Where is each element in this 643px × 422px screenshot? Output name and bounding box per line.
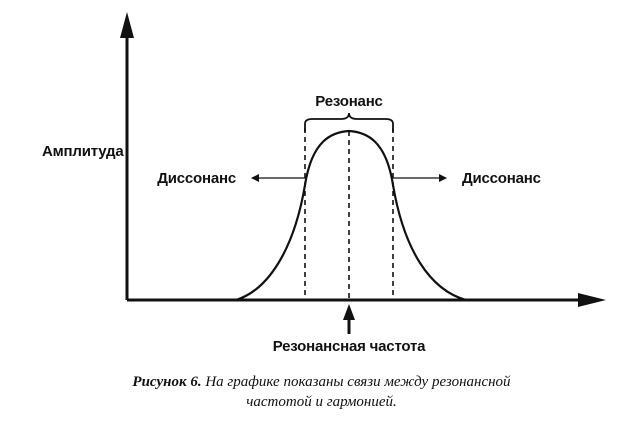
dissonance-left-label: Диссонанс xyxy=(157,170,236,187)
caption-text-line-2: частотой и гармонией. xyxy=(246,394,397,410)
x-axis-arrowhead xyxy=(578,293,606,307)
figure-caption: Рисунок 6. На графике показаны связи меж… xyxy=(0,372,643,412)
caption-text-line-1: На графике показаны связи между резонанс… xyxy=(205,374,511,390)
resonant-frequency-arrowhead xyxy=(343,304,355,320)
resonance-brace xyxy=(304,112,394,132)
y-axis-label: Амплитуда xyxy=(42,143,124,160)
resonant-frequency-label: Резонансная частота xyxy=(273,338,426,355)
dissonance-right-label: Диссонанс xyxy=(462,170,541,187)
resonance-label: Резонанс xyxy=(315,93,382,110)
caption-line-1: Рисунок 6. На графике показаны связи меж… xyxy=(0,372,643,392)
y-axis-arrowhead xyxy=(120,12,134,38)
resonance-curve xyxy=(235,129,467,302)
caption-figure-number: Рисунок 6. xyxy=(132,374,202,390)
